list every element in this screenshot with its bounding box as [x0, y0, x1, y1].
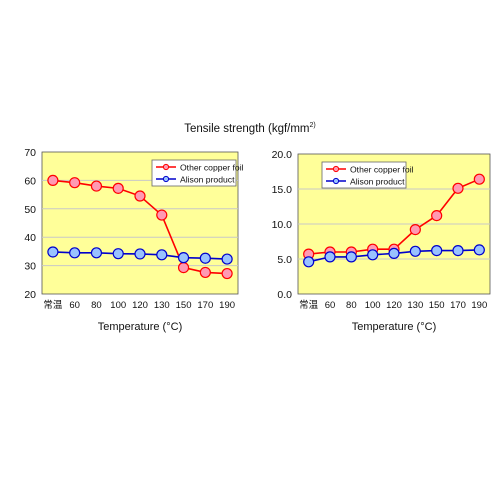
tensile-chart-left: 20 30 40 50 60 70 常温 60 80 100 120 130 150 170 190 Temp…: [24, 147, 244, 333]
x-tick-label: 60: [69, 300, 80, 311]
data-point-other-copper-foil: [69, 177, 81, 189]
data-point-alison-product: [452, 244, 464, 257]
data-point-alison-product: [156, 249, 168, 261]
figure-title-text: Tensile strength (kgf/mm: [184, 122, 310, 135]
x-tick-label: 100: [365, 300, 381, 311]
data-point-alison-product: [388, 247, 400, 260]
x-axis-label: Temperature (°C): [352, 321, 436, 333]
data-point-alison-product: [221, 253, 233, 265]
data-point-alison-product: [303, 256, 315, 268]
y-tick-label: 5.0: [277, 254, 292, 266]
legend-label-alison-product: Alison product: [350, 177, 405, 187]
tensile-chart-right: 0.0 5.0 10.0 15.0 20.0 常温 60 80 100 120 130 150 170 1…: [272, 149, 491, 333]
legend-swatch-marker: [332, 165, 340, 173]
legend-swatch-marker: [162, 175, 170, 183]
legend-swatch-marker: [332, 177, 340, 185]
data-point-other-copper-foil: [431, 209, 443, 222]
figure-title: Tensile strength (kgf/mm2): [0, 122, 500, 135]
y-tick-label: 20.0: [272, 149, 293, 161]
data-point-alison-product: [409, 245, 421, 257]
y-tick-label: 70: [24, 147, 36, 159]
y-tick-label: 0.0: [277, 289, 292, 301]
x-tick-label: 190: [219, 300, 235, 311]
y-tick-label: 30: [24, 261, 36, 273]
data-point-other-copper-foil: [47, 174, 59, 187]
legend-swatch-marker: [162, 163, 170, 171]
data-point-alison-product: [473, 244, 485, 256]
x-tick-label: 150: [429, 300, 445, 311]
data-point-other-copper-foil: [112, 182, 124, 194]
x-tick-label: 常温: [43, 299, 63, 311]
x-tick-label: 170: [450, 300, 466, 311]
x-tick-label: 130: [154, 300, 170, 311]
data-point-other-copper-foil: [177, 261, 190, 274]
x-tick-label: 80: [346, 300, 357, 311]
x-tick-label: 150: [176, 300, 192, 311]
data-point-alison-product: [324, 251, 336, 263]
data-point-other-copper-foil: [452, 182, 464, 194]
y-tick-label: 15.0: [272, 184, 293, 196]
data-point-alison-product: [367, 249, 379, 261]
data-point-other-copper-foil: [409, 223, 421, 236]
x-tick-label: 120: [386, 300, 402, 311]
data-point-alison-product: [69, 247, 81, 259]
x-tick-label: 190: [471, 300, 487, 311]
x-axis-label: Temperature (°C): [98, 321, 182, 333]
legend-label-other-copper-foil: Other copper foil: [350, 165, 414, 175]
x-tick-label: 60: [325, 300, 336, 311]
y-tick-label: 50: [24, 204, 36, 216]
data-point-alison-product: [177, 252, 190, 264]
data-point-alison-product: [134, 248, 146, 260]
data-point-other-copper-foil: [221, 267, 233, 280]
data-point-alison-product: [345, 251, 357, 263]
data-point-alison-product: [199, 252, 211, 264]
x-tick-label: 常温: [299, 299, 319, 311]
x-tick-label: 170: [197, 300, 213, 311]
data-point-other-copper-foil: [199, 266, 211, 279]
figure-title-superscript: 2): [309, 122, 316, 129]
data-point-other-copper-foil: [473, 173, 485, 185]
x-tick-label: 100: [110, 300, 126, 311]
y-tick-label: 10.0: [272, 219, 293, 231]
y-tick-label: 20: [24, 289, 36, 301]
y-tick-label: 60: [24, 175, 36, 187]
x-tick-label: 120: [132, 300, 148, 311]
legend-label-other-copper-foil: Other copper foil: [180, 163, 244, 173]
data-point-alison-product: [112, 248, 124, 260]
data-point-alison-product: [90, 247, 103, 259]
y-tick-label: 40: [24, 232, 36, 244]
data-point-other-copper-foil: [134, 190, 146, 202]
legend-label-alison-product: Alison product: [180, 175, 235, 185]
data-point-alison-product: [431, 244, 443, 257]
x-tick-label: 130: [407, 300, 423, 311]
data-point-alison-product: [47, 246, 59, 258]
data-point-other-copper-foil: [90, 180, 103, 192]
data-point-other-copper-foil: [156, 209, 168, 221]
x-tick-label: 80: [91, 300, 102, 311]
